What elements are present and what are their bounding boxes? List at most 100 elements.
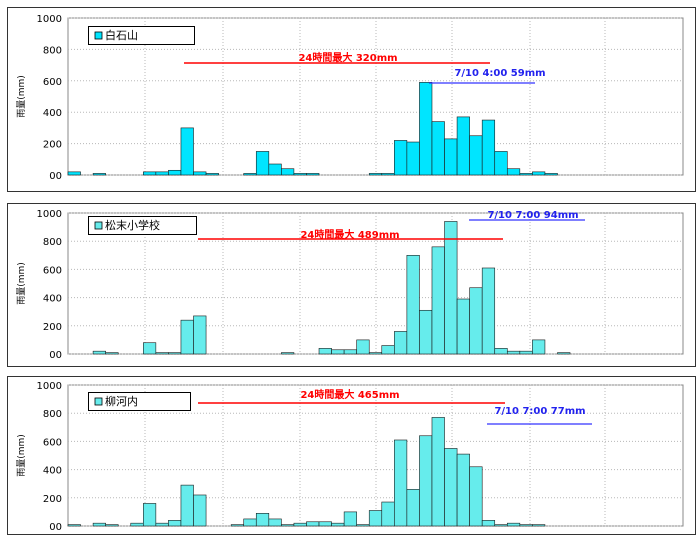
y-tick-label: 200 — [43, 140, 62, 151]
rain-bar — [268, 518, 282, 527]
rain-bar — [67, 524, 81, 527]
chart-panel-3: 1000 800 600 400 200 00 雨量(mm) 柳河内 24時間最大 465mm 7… — [7, 376, 696, 535]
rain-bar — [343, 349, 357, 355]
y-axis-label: 雨量(mm) — [16, 434, 27, 477]
rain-bar — [394, 140, 408, 176]
rain-bar — [92, 173, 106, 176]
rain-bar — [456, 298, 470, 355]
y-tick-label: 400 — [43, 108, 62, 119]
rain-bar — [481, 119, 496, 176]
rain-bar — [406, 255, 420, 355]
rain-bar — [419, 309, 433, 355]
rain-bar — [67, 171, 81, 176]
rain-bar — [519, 173, 533, 176]
rain-bar — [494, 524, 508, 527]
y-tick-label: 800 — [43, 237, 62, 248]
rain-bar — [143, 171, 157, 176]
y-tick-label: 1000 — [37, 381, 62, 392]
rain-bar — [143, 503, 157, 527]
rain-bar — [506, 522, 521, 527]
y-tick-label: 400 — [43, 466, 62, 477]
rain-bar — [444, 221, 458, 355]
rain-bar — [193, 494, 207, 527]
rain-bar — [469, 466, 483, 527]
rain-bar — [406, 141, 420, 176]
rain-bar — [469, 135, 483, 176]
y-tick-label: 600 — [43, 77, 62, 88]
rain-bar — [557, 352, 571, 355]
peak-annotation-text: 7/10 7:00 94mm — [487, 210, 578, 221]
rain-bar — [381, 173, 395, 176]
legend-label: 松末小学校 — [105, 218, 160, 232]
rain-bar — [130, 522, 144, 527]
rain-bar — [532, 171, 546, 176]
peak-annotation-text: 7/10 4:00 59mm — [454, 68, 545, 79]
rain-bar — [481, 267, 496, 355]
rain-bar — [155, 522, 169, 527]
rain-bar — [331, 349, 345, 355]
legend-label: 白石山 — [105, 28, 138, 42]
rain-bar — [243, 518, 257, 527]
rain-bar — [180, 484, 194, 527]
y-tick-label: 200 — [43, 494, 62, 505]
rain-bar — [368, 510, 383, 527]
rain-bar — [431, 121, 445, 176]
legend-swatch — [94, 397, 103, 406]
rain-bar — [255, 151, 270, 176]
legend-box — [88, 26, 195, 45]
rain-bar — [293, 522, 307, 527]
rain-bar — [356, 339, 370, 355]
rain-bar — [519, 350, 533, 355]
peak-annotation-text: 7/10 7:00 77mm — [494, 406, 585, 417]
rain-bar — [506, 168, 521, 176]
legend-box — [88, 392, 191, 411]
rain-bar — [481, 520, 496, 527]
y-tick-label: 600 — [43, 437, 62, 448]
rain-bar — [506, 350, 521, 355]
rain-bar — [318, 521, 332, 527]
rain-bar — [444, 448, 458, 527]
rain-bar — [381, 501, 395, 527]
rain-bar — [532, 339, 546, 355]
rain-bar — [193, 315, 207, 355]
rain-bar — [281, 524, 295, 527]
rain-bar — [519, 524, 533, 527]
legend-swatch — [94, 221, 103, 230]
rain-bar — [306, 521, 320, 527]
rain-bar — [394, 439, 408, 527]
rain-bar — [168, 169, 182, 176]
y-tick-label: 600 — [43, 265, 62, 276]
rain-bar — [419, 435, 433, 527]
rain-bar — [532, 524, 546, 527]
rain-bar — [431, 417, 445, 527]
rain-bar — [155, 171, 169, 176]
rain-bar — [419, 82, 433, 176]
rain-bar — [356, 524, 370, 527]
legend-swatch — [94, 31, 103, 40]
rain-bar — [469, 287, 483, 355]
rain-bar — [368, 352, 383, 355]
rain-bar — [456, 453, 470, 527]
rain-bar — [494, 151, 508, 176]
rain-bar — [406, 489, 420, 527]
rain-bar — [143, 342, 157, 355]
chart-panel-2: 1000 800 600 400 200 00 雨量(mm) 松末小学校 24時間最大 489m… — [7, 203, 696, 367]
rain-bar — [92, 522, 106, 527]
rain-bar — [456, 116, 470, 176]
rain-bar — [293, 173, 307, 176]
rain-bar — [368, 173, 383, 176]
rain-bar — [268, 163, 282, 176]
y-tick-label: 00 — [49, 171, 62, 182]
rain-bar — [168, 352, 182, 355]
rain-bar — [281, 168, 295, 176]
rain-bar — [230, 524, 245, 527]
rain-bar — [180, 127, 194, 176]
y-tick-label: 1000 — [37, 14, 62, 25]
chart-panel-1: 1000 800 600 400 200 00 雨量(mm) 白石山 24時間最大 320mm 7… — [7, 7, 696, 192]
y-axis-label: 雨量(mm) — [16, 75, 27, 118]
y-tick-label: 1000 — [37, 209, 62, 220]
rain-bar — [431, 246, 445, 355]
max-annotation-text: 24時間最大 320mm — [298, 51, 397, 64]
rain-bar — [205, 173, 219, 176]
